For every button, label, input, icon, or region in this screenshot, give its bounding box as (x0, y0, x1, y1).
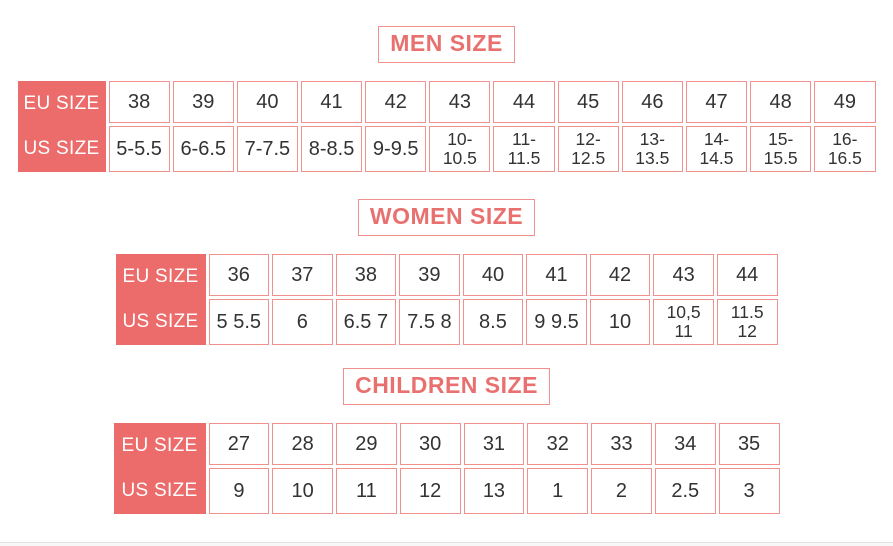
women-size-section: WOMEN SIZE EU SIZE US SIZE 36 37 38 39 40 41 42 4… (0, 175, 893, 348)
us-size-cell: 9-9.5 (365, 126, 427, 172)
us-size-cell: 13- 13.5 (621, 126, 683, 172)
eu-size-cell: 27 (208, 423, 270, 465)
us-size-cell: 5 5.5 (208, 299, 270, 345)
eu-size-cell: 39 (172, 81, 234, 123)
eu-size-cell: 43 (653, 254, 714, 296)
row-header-label: US SIZE (121, 480, 198, 502)
eu-size-cell: 36 (208, 254, 270, 296)
us-size-cell: 9 (208, 468, 270, 514)
eu-size-cell: 45 (557, 81, 619, 123)
eu-size-cell: 42 (365, 81, 427, 123)
us-size-cell: 10 (272, 468, 334, 514)
eu-size-cell: 43 (429, 81, 491, 123)
eu-size-cell: 40 (236, 81, 298, 123)
eu-size-cell: 42 (589, 254, 651, 296)
children-size-section: CHILDREN SIZE EU SIZE US SIZE 27 28 29 30 31 32… (0, 348, 893, 517)
women-size-title: WOMEN SIZE (357, 199, 536, 236)
us-size-cell: 12- 12.5 (557, 126, 619, 172)
eu-size-cell: 44 (716, 254, 778, 296)
row-header-label: EU SIZE (23, 92, 100, 114)
men-size-title: MEN SIZE (378, 26, 515, 63)
us-size-cell: 1 (527, 468, 589, 514)
us-size-cell: 8.5 (462, 299, 524, 345)
us-size-cell: 10 (589, 299, 651, 345)
eu-size-cell: 35 (718, 423, 780, 465)
eu-size-cell: 38 (108, 81, 170, 123)
us-size-cell: 11.5 12 (716, 299, 778, 345)
row-header-label: EU SIZE (122, 265, 199, 287)
us-size-cell: 6 (272, 299, 333, 345)
eu-size-cell: 48 (750, 81, 812, 123)
us-size-cell: 15- 15.5 (750, 126, 812, 172)
row-header-column: EU SIZE US SIZE (115, 254, 206, 345)
us-size-cell: 11 (336, 468, 397, 514)
us-size-cell: 11- 11.5 (493, 126, 555, 172)
row-header-column: EU SIZE US SIZE (17, 81, 106, 172)
us-size-cell: 7.5 8 (399, 299, 460, 345)
children-size-title: CHILDREN SIZE (343, 368, 550, 405)
eu-size-cell: 33 (591, 423, 652, 465)
women-size-table: EU SIZE US SIZE 36 37 38 39 40 41 42 43 44 5 5.5 6 6.… (113, 251, 781, 348)
eu-size-cell: 46 (621, 81, 683, 123)
us-size-cell: 12 (399, 468, 461, 514)
eu-size-cell: 28 (272, 423, 334, 465)
us-size-cell: 6.5 7 (335, 299, 397, 345)
men-size-table: EU SIZE US SIZE 38 39 40 41 42 43 44 45 46 47 48 49 5-… (15, 78, 879, 175)
eu-size-cell: 40 (462, 254, 524, 296)
us-size-cell: 10- 10.5 (429, 126, 491, 172)
men-size-section: MEN SIZE EU SIZE US SIZE 38 39 40 41 42 43 44 45 4… (0, 0, 893, 175)
eu-size-cell: 29 (336, 423, 397, 465)
us-size-cell: 14- 14.5 (685, 126, 748, 172)
eu-size-cell: 39 (399, 254, 460, 296)
bottom-divider (0, 542, 893, 546)
eu-size-cell: 41 (526, 254, 587, 296)
row-header-label: US SIZE (122, 311, 199, 333)
us-size-cell: 9 9.5 (526, 299, 587, 345)
us-size-cell: 16- 16.5 (814, 126, 876, 172)
eu-size-cell: 32 (527, 423, 589, 465)
us-size-cell: 2 (591, 468, 652, 514)
eu-size-cell: 30 (399, 423, 461, 465)
eu-size-cell: 34 (654, 423, 716, 465)
eu-size-cell: 38 (335, 254, 397, 296)
eu-size-cell: 44 (493, 81, 555, 123)
eu-size-cell: 47 (685, 81, 748, 123)
eu-size-cell: 31 (463, 423, 525, 465)
eu-size-cell: 37 (272, 254, 333, 296)
us-size-cell: 3 (718, 468, 780, 514)
us-size-cell: 8-8.5 (300, 126, 363, 172)
us-size-cell: 5-5.5 (108, 126, 170, 172)
us-size-cell: 10,5 11 (653, 299, 714, 345)
us-size-cell: 13 (463, 468, 525, 514)
children-size-table: EU SIZE US SIZE 27 28 29 30 31 32 33 34 35 9 10 11 12 1… (111, 420, 783, 517)
row-header-label: EU SIZE (121, 434, 198, 456)
eu-size-cell: 41 (300, 81, 363, 123)
eu-size-cell: 49 (814, 81, 876, 123)
row-header-label: US SIZE (23, 138, 100, 160)
us-size-cell: 7-7.5 (236, 126, 298, 172)
us-size-cell: 2.5 (654, 468, 716, 514)
us-size-cell: 6-6.5 (172, 126, 234, 172)
row-header-column: EU SIZE US SIZE (113, 423, 206, 514)
